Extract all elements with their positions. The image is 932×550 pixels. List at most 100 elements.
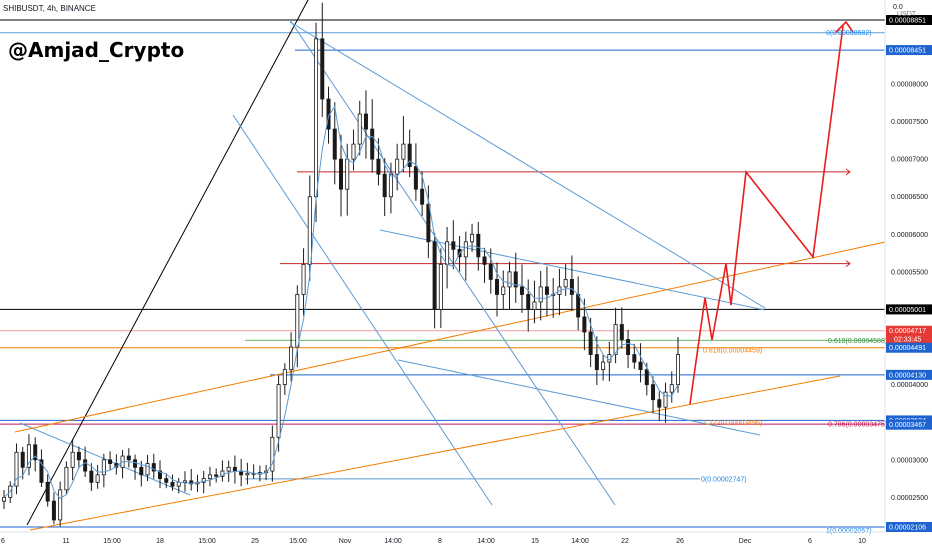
candle-body: [232, 466, 237, 472]
candle-body: [270, 436, 275, 472]
axis-top-label: 0.0: [893, 4, 903, 11]
x-tick-label: 25: [251, 538, 259, 545]
candle-body: [482, 256, 487, 265]
candle-body: [676, 354, 681, 386]
candle-body: [619, 324, 624, 340]
candlesticks: [2, 2, 681, 527]
x-tick-label: 14:00: [477, 538, 495, 545]
candle-body: [382, 173, 387, 198]
candle-body: [544, 286, 549, 295]
price-badge-label: 0.00008851: [889, 18, 926, 25]
price-badge: [886, 342, 932, 353]
candle-body: [538, 286, 543, 303]
candle-body: [207, 474, 212, 479]
candle-body: [332, 128, 337, 160]
candle-body: [363, 113, 368, 130]
author-watermark: @Amjad_Crypto: [8, 38, 185, 62]
price-axis[interactable]: 0.00008000 0.00007500 0.00007000 0.00006500…: [886, 15, 932, 532]
symbol-title: SHIBUSDT, 4h, BINANCE: [3, 4, 96, 13]
fib-label: 1.272(0.00003496): [703, 420, 762, 427]
candle-body: [576, 294, 581, 318]
price-badge-label: 0.00004717: [889, 328, 926, 335]
x-tick-label: 22: [621, 538, 629, 545]
x-tick-label: 15:00: [103, 538, 121, 545]
candle-body: [644, 369, 649, 386]
candle-body: [495, 279, 500, 295]
channel-lower-line: [397, 359, 761, 436]
price-badge: [886, 15, 932, 25]
candle-body: [158, 470, 163, 479]
candle-body: [76, 451, 81, 461]
candle-body: [301, 263, 306, 295]
candle-body: [638, 361, 643, 371]
candle-body: [133, 459, 138, 468]
fib-label: 0.786(0.00003475): [828, 422, 887, 429]
price-badge-label: 0.00002106: [889, 525, 926, 532]
candle-body: [626, 339, 631, 355]
candle-body: [438, 263, 443, 310]
x-tick-label: 10: [858, 538, 866, 545]
candle-body: [83, 459, 88, 472]
channel-upper-1-line: [289, 21, 766, 309]
candle-body: [526, 294, 531, 310]
candle-body: [395, 158, 400, 175]
channel-left-line: [232, 114, 493, 506]
candle-body: [139, 466, 144, 476]
x-tick-label: 18: [156, 538, 164, 545]
candle-body: [214, 474, 219, 477]
candle-body: [95, 474, 100, 483]
horizontal-levels: [0, 19, 885, 528]
candle-body: [532, 301, 537, 310]
candle-body: [569, 279, 574, 295]
candle-body: [320, 38, 325, 100]
projection-arrowhead: [835, 20, 854, 33]
x-tick-label: 26: [676, 538, 684, 545]
candle-body: [151, 463, 156, 472]
candle-body: [282, 369, 287, 386]
price-badge-label: 0.00005001: [889, 307, 926, 314]
candle-body: [2, 496, 7, 502]
candle-body: [182, 480, 187, 483]
fib-label: 0(0.00008682): [826, 30, 872, 37]
orange-lower-line: [29, 375, 841, 531]
candle-body: [201, 478, 206, 483]
candle-body: [601, 361, 606, 371]
candle-body: [70, 451, 75, 468]
candle-body: [432, 241, 437, 310]
price-badge-label: 0.00008451: [889, 48, 926, 55]
candle-body: [501, 286, 506, 295]
price-badge: [886, 325, 932, 344]
candle-body: [89, 470, 94, 483]
channel-mid-line: [289, 19, 616, 506]
x-tick-label: 14:00: [384, 538, 402, 545]
candle-body: [513, 271, 518, 288]
candle-body: [470, 233, 475, 243]
price-badge: [886, 419, 932, 430]
candle-body: [338, 158, 343, 190]
candle-body: [26, 444, 31, 468]
x-tick-label: 15:00: [289, 538, 307, 545]
candle-body: [476, 233, 481, 258]
candle-body: [451, 241, 456, 250]
y-tick-label: 0.00003000: [891, 457, 928, 464]
moving-average-line: [3, 105, 679, 499]
candle-body: [401, 143, 406, 160]
candle-body: [307, 196, 312, 265]
x-tick-label: 11: [62, 538, 69, 545]
fib-label: 0.618(0.00004588): [828, 338, 887, 345]
candle-body: [407, 143, 412, 168]
candle-body: [488, 263, 493, 280]
candle-body: [126, 455, 131, 461]
candle-body: [507, 271, 512, 288]
y-tick-label: 0.00005500: [891, 269, 928, 276]
candle-body: [376, 158, 381, 175]
price-badge: [886, 304, 932, 315]
candle-body: [582, 316, 587, 333]
time-axis[interactable]: 6 11 15:00 18 15:00 25 15:00 Nov 14:00 8 14:00 15 14…: [1, 538, 866, 545]
candle-body: [413, 166, 418, 190]
candle-body: [226, 466, 231, 472]
price-badge: [886, 522, 932, 532]
candle-body: [145, 463, 150, 476]
candle-body: [651, 384, 656, 401]
